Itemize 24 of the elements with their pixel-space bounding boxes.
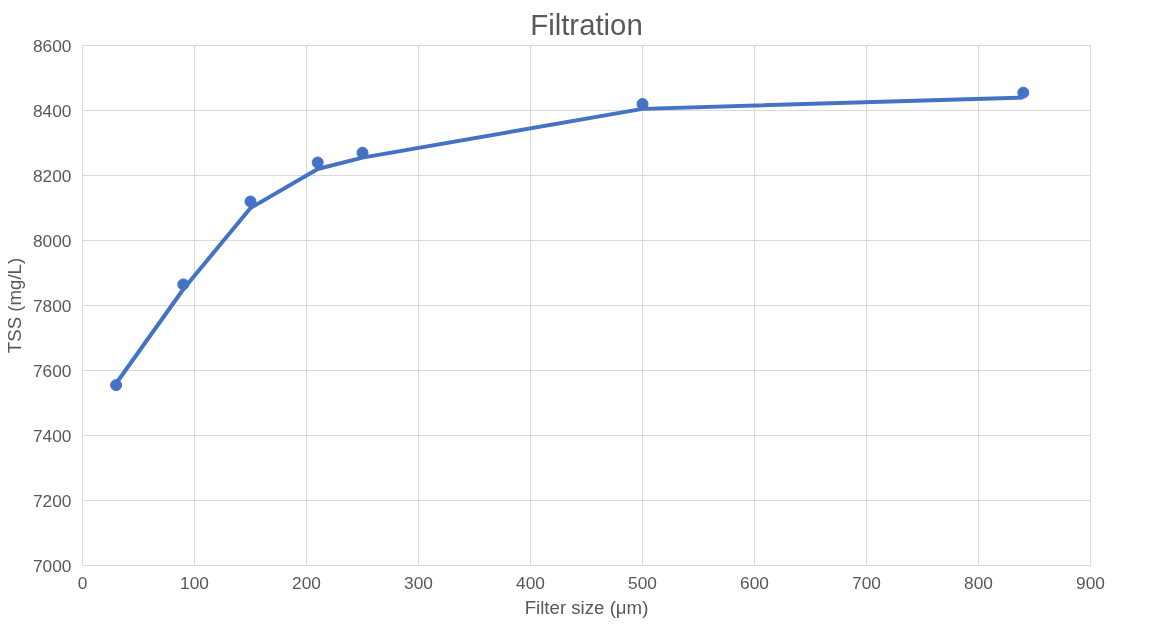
y-axis-title: TSS (mg/L) xyxy=(3,257,25,354)
x-tick-label: 200 xyxy=(292,572,321,593)
x-tick-label: 700 xyxy=(852,572,881,593)
y-tick-label: 8600 xyxy=(32,35,72,56)
y-tick-label: 7400 xyxy=(32,425,72,446)
x-tick-label: 600 xyxy=(740,572,769,593)
y-tick-label: 7200 xyxy=(32,490,72,511)
x-tick-label: 300 xyxy=(404,572,433,593)
x-tick-label: 500 xyxy=(628,572,657,593)
x-axis-title: Filter size (μm) xyxy=(524,596,649,618)
y-tick-label: 7800 xyxy=(32,295,72,316)
y-tick-label: 8400 xyxy=(32,100,72,121)
chart-title: Filtration xyxy=(530,7,643,41)
y-tick-label: 8000 xyxy=(32,230,72,251)
x-tick-label: 800 xyxy=(964,572,993,593)
point xyxy=(1017,86,1030,99)
y-tick-label: 7000 xyxy=(32,555,72,576)
x-tick-label: 0 xyxy=(77,572,88,593)
x-tick-label: 900 xyxy=(1076,572,1105,593)
x-tick-label: 100 xyxy=(180,572,209,593)
y-tick-label: 7600 xyxy=(32,360,72,381)
x-tick-label: 400 xyxy=(516,572,545,593)
y-tick-label: 8200 xyxy=(32,165,72,186)
point xyxy=(311,156,324,169)
